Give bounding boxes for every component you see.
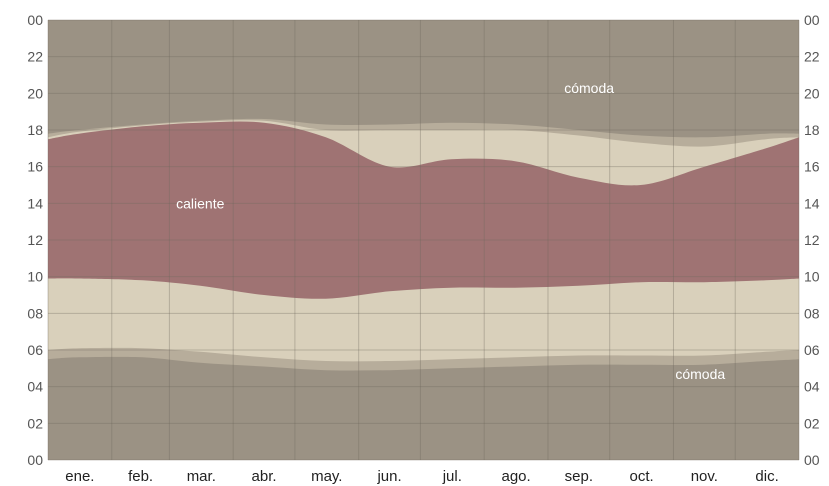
x-axis: ene. feb. mar. abr. may. jun. jul. ago. sep. oct.… (65, 468, 778, 485)
band-label: caliente (176, 195, 224, 211)
y-tick-label-left: 12 (27, 232, 43, 248)
y-tick-label-right: 00 (804, 12, 820, 28)
x-tick-label: may. (311, 468, 342, 485)
band-lower-dark (48, 356, 799, 460)
y-tick-label-left: 20 (27, 85, 43, 101)
x-tick-label: nov. (691, 468, 718, 485)
grid-lines (47, 19, 800, 461)
x-tick-label: abr. (252, 468, 277, 485)
y-tick-label-left: 22 (27, 49, 43, 65)
y-tick-label-left: 18 (27, 122, 43, 138)
y-tick-label-right: 04 (804, 379, 820, 395)
y-tick-label-left: 16 (27, 159, 43, 175)
x-tick-label: jul. (442, 468, 462, 485)
x-tick-label: dic. (755, 468, 778, 485)
y-tick-label-left: 00 (27, 452, 43, 468)
y-tick-label-right: 06 (804, 342, 820, 358)
y-tick-label-left: 06 (27, 342, 43, 358)
y-tick-label-right: 12 (804, 232, 820, 248)
y-tick-label-right: 22 (804, 49, 820, 65)
x-tick-label: mar. (187, 468, 216, 485)
y-tick-label-left: 08 (27, 305, 43, 321)
x-tick-label: sep. (565, 468, 593, 485)
x-tick-label: ene. (65, 468, 94, 485)
y-tick-label-right: 00 (804, 452, 820, 468)
y-tick-label-right: 20 (804, 85, 820, 101)
band-label: cómoda (675, 366, 725, 382)
y-tick-label-right: 08 (804, 305, 820, 321)
x-tick-label: oct. (630, 468, 654, 485)
y-tick-label-left: 02 (27, 415, 43, 431)
y-tick-label-right: 02 (804, 415, 820, 431)
y-tick-label-left: 00 (27, 12, 43, 28)
y-tick-label-left: 14 (27, 195, 43, 211)
y-tick-label-right: 16 (804, 159, 820, 175)
plot-area (48, 20, 799, 461)
y-axis-left: 00 02 04 06 08 10 12 14 16 18 20 22 00 (27, 12, 43, 468)
x-tick-label: jun. (376, 468, 401, 485)
x-tick-label: ago. (501, 468, 530, 485)
y-tick-label-right: 10 (804, 269, 820, 285)
y-tick-label-right: 14 (804, 195, 820, 211)
y-axis-right: 00 02 04 06 08 10 12 14 16 18 20 22 00 (804, 12, 820, 468)
y-tick-label-left: 10 (27, 269, 43, 285)
y-tick-label-left: 04 (27, 379, 43, 395)
band-labels: cómoda caliente cómoda (176, 80, 725, 382)
band-label: cómoda (564, 80, 614, 96)
y-tick-label-right: 18 (804, 122, 820, 138)
x-tick-label: feb. (128, 468, 153, 485)
